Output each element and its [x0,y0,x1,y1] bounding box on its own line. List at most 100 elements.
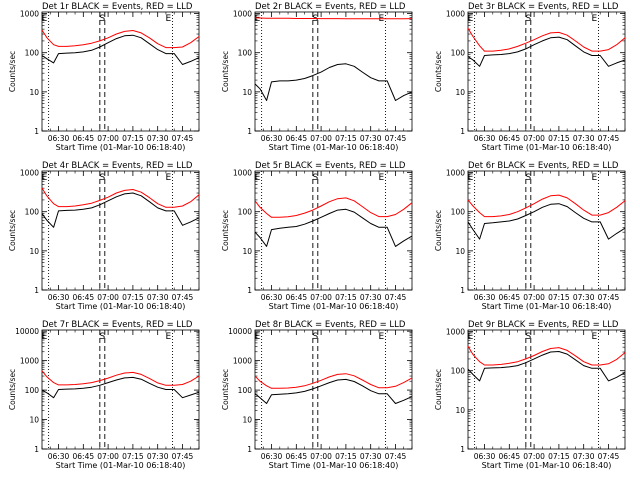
marker-label-e: E [42,14,48,24]
y-tick-label: 100 [25,49,40,58]
x-axis-label: Start Time (01-Mar-10 06:18:40) [269,461,399,470]
x-axis-label: Start Time (01-Mar-10 06:18:40) [56,461,186,470]
panel-title: Det 3r BLACK = Events, RED = LLD [468,2,619,12]
x-tick-label: 07:00 [310,134,332,143]
y-tick-label: 1000 [233,10,252,19]
marker-label-e: E [255,14,261,24]
x-tick-label: 07:45 [172,452,194,461]
x-axis-label: Start Time (01-Mar-10 06:18:40) [269,143,399,152]
x-tick-label: 07:30 [147,134,169,143]
x-tick-label: 07:30 [147,293,169,302]
y-tick-label: 1 [460,286,465,295]
x-tick-label: 06:45 [499,293,521,302]
events-series-line [468,351,625,382]
x-tick-label: 06:45 [286,452,308,461]
panel-1: Det 1r BLACK = Events, RED = LLD 1 10 100 10… [8,2,200,152]
x-axis-label: Start Time (01-Mar-10 06:18:40) [482,143,612,152]
x-tick-label: 06:30 [474,293,496,302]
y-tick-label: 1000 [20,357,39,366]
x-tick-label: 06:45 [73,293,95,302]
marker-label-e: E [42,173,48,183]
marker-label-e: E [379,332,385,342]
panel-title: Det 4r BLACK = Events, RED = LLD [42,161,193,171]
plot-frame [254,11,413,132]
lld-series-line [255,373,412,389]
y-tick-label: 100 [238,208,253,217]
y-axis-label: Counts/sec [434,369,443,410]
panel-title: Det 5r BLACK = Events, RED = LLD [255,161,406,171]
x-tick-label: 06:45 [286,134,308,143]
marker-label-s: S [99,332,105,342]
panel-5: Det 5r BLACK = Events, RED = LLD 1 10 100 10… [221,161,413,311]
events-series-line [42,192,199,228]
x-tick-label: 06:45 [286,293,308,302]
y-tick-label: 1000 [233,169,252,178]
x-tick-label: 07:30 [573,452,595,461]
plot-frame [467,170,626,291]
lld-series-line [42,29,199,49]
marker-label-e: E [592,14,598,24]
y-tick-label: 1 [247,127,252,136]
panel-2: Det 2r BLACK = Events, RED = LLD 1 10 100 10… [221,2,413,152]
marker-label-e: E [592,332,598,342]
panel-title: Det 1r BLACK = Events, RED = LLD [42,2,193,12]
panel-6: Det 6r BLACK = Events, RED = LLD 1 10 100 10… [434,161,626,311]
x-axis-label: Start Time (01-Mar-10 06:18:40) [482,302,612,311]
x-axis-label: Start Time (01-Mar-10 06:18:40) [56,302,186,311]
y-tick-label: 1 [34,127,39,136]
lld-series-line [468,28,625,52]
x-tick-label: 06:30 [261,293,283,302]
x-tick-label: 07:30 [147,452,169,461]
x-axis-label: Start Time (01-Mar-10 06:18:40) [56,143,186,152]
plot-frame [254,170,413,291]
y-axis-label: Counts/sec [434,210,443,251]
y-tick-label: 10 [455,247,465,256]
x-tick-label: 07:00 [523,134,545,143]
x-tick-label: 06:45 [499,452,521,461]
y-tick-label: 10 [242,88,252,97]
marker-label-s: S [99,14,105,24]
x-tick-label: 07:00 [523,452,545,461]
panel-8: Det 8r BLACK = Events, RED = LLD 1 10 100 10… [221,320,413,470]
events-series-line [255,208,412,247]
marker-label-e: E [468,14,474,24]
marker-label-s: S [312,332,318,342]
y-tick-label: 1 [460,127,465,136]
y-tick-label: 1000 [446,328,465,337]
y-tick-label: 10 [455,406,465,415]
panel-title: Det 8r BLACK = Events, RED = LLD [255,320,406,330]
y-tick-label: 1 [247,445,252,454]
x-tick-label: 07:15 [122,134,144,143]
x-tick-label: 06:45 [73,452,95,461]
marker-label-s: S [312,173,318,183]
marker-label-s: S [525,173,531,183]
x-tick-label: 07:00 [97,134,119,143]
y-tick-label: 1000 [20,10,39,19]
x-tick-label: 07:15 [122,452,144,461]
y-axis-label: Counts/sec [221,369,230,410]
panel-3: Det 3r BLACK = Events, RED = LLD 1 10 100 10… [434,2,626,152]
x-tick-label: 06:30 [474,134,496,143]
x-tick-label: 06:30 [261,134,283,143]
y-axis-label: Counts/sec [221,210,230,251]
plot-frame [41,11,200,132]
plot-frame [254,329,413,450]
y-tick-label: 1000 [233,357,252,366]
x-tick-label: 07:45 [172,134,194,143]
marker-label-e: E [166,332,172,342]
y-tick-label: 100 [451,49,466,58]
x-tick-label: 07:00 [310,452,332,461]
plot-frame [41,329,200,450]
marker-label-e: E [166,14,172,24]
y-axis-label: Counts/sec [434,51,443,92]
x-tick-label: 07:45 [385,134,407,143]
lld-series-line [468,346,625,366]
y-tick-label: 100 [25,386,40,395]
y-tick-label: 10 [29,88,39,97]
marker-label-e: E [42,332,48,342]
plot-frame [467,329,626,450]
panel-title: Det 2r BLACK = Events, RED = LLD [255,2,406,12]
x-tick-label: 07:45 [172,293,194,302]
x-tick-label: 06:30 [48,293,70,302]
